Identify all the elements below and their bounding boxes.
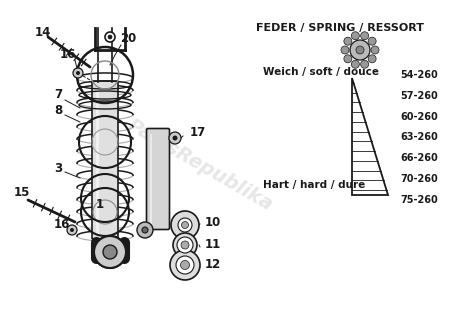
Text: 12: 12	[205, 259, 221, 271]
Circle shape	[105, 32, 115, 42]
Circle shape	[176, 256, 194, 274]
Text: 66-260: 66-260	[400, 153, 438, 163]
Text: 16: 16	[54, 219, 70, 231]
Text: 3: 3	[54, 162, 62, 174]
Circle shape	[350, 40, 370, 60]
Text: 20: 20	[120, 31, 136, 44]
Circle shape	[103, 245, 117, 259]
Circle shape	[356, 46, 364, 54]
Circle shape	[137, 222, 153, 238]
Text: Weich / soft / douce: Weich / soft / douce	[263, 67, 379, 77]
Circle shape	[368, 37, 376, 45]
Circle shape	[70, 228, 74, 232]
Circle shape	[361, 32, 369, 40]
Circle shape	[94, 236, 126, 268]
Text: 10: 10	[205, 215, 221, 228]
Circle shape	[361, 60, 369, 68]
Circle shape	[173, 233, 197, 257]
Circle shape	[103, 245, 117, 259]
Circle shape	[94, 236, 126, 268]
Circle shape	[181, 221, 189, 228]
Circle shape	[181, 241, 189, 249]
Text: 63-260: 63-260	[400, 132, 438, 142]
Circle shape	[341, 46, 349, 54]
Text: 8: 8	[54, 103, 62, 116]
Circle shape	[177, 237, 193, 253]
Text: Hart / hard / dure: Hart / hard / dure	[263, 180, 365, 190]
Text: 7: 7	[54, 89, 62, 101]
FancyBboxPatch shape	[146, 129, 169, 229]
Text: 14: 14	[35, 26, 51, 38]
Text: 17: 17	[190, 126, 206, 140]
Circle shape	[169, 132, 181, 144]
Text: 60-260: 60-260	[400, 112, 438, 122]
Text: FEDER / SPRING / RESSORT: FEDER / SPRING / RESSORT	[256, 23, 424, 33]
Circle shape	[178, 218, 192, 232]
Circle shape	[352, 32, 359, 40]
FancyBboxPatch shape	[92, 81, 118, 239]
Circle shape	[352, 60, 359, 68]
Circle shape	[344, 37, 352, 45]
Circle shape	[173, 135, 178, 140]
Text: 75-260: 75-260	[400, 195, 438, 205]
Circle shape	[73, 68, 83, 78]
Circle shape	[180, 260, 190, 269]
Circle shape	[142, 227, 148, 233]
Text: 15: 15	[14, 187, 30, 199]
Text: 57-260: 57-260	[400, 91, 438, 101]
Circle shape	[108, 35, 112, 39]
Circle shape	[67, 225, 77, 235]
Circle shape	[170, 250, 200, 280]
Polygon shape	[352, 78, 388, 195]
Text: 11: 11	[205, 238, 221, 252]
Circle shape	[76, 71, 80, 75]
Circle shape	[371, 46, 379, 54]
Text: 70-260: 70-260	[400, 174, 438, 184]
Text: 16: 16	[60, 49, 76, 61]
Text: 54-260: 54-260	[400, 70, 438, 80]
Text: 1: 1	[96, 198, 104, 212]
Circle shape	[171, 211, 199, 239]
Text: PartsRepublika: PartsRepublika	[123, 116, 276, 214]
Circle shape	[368, 55, 376, 63]
Circle shape	[344, 55, 352, 63]
